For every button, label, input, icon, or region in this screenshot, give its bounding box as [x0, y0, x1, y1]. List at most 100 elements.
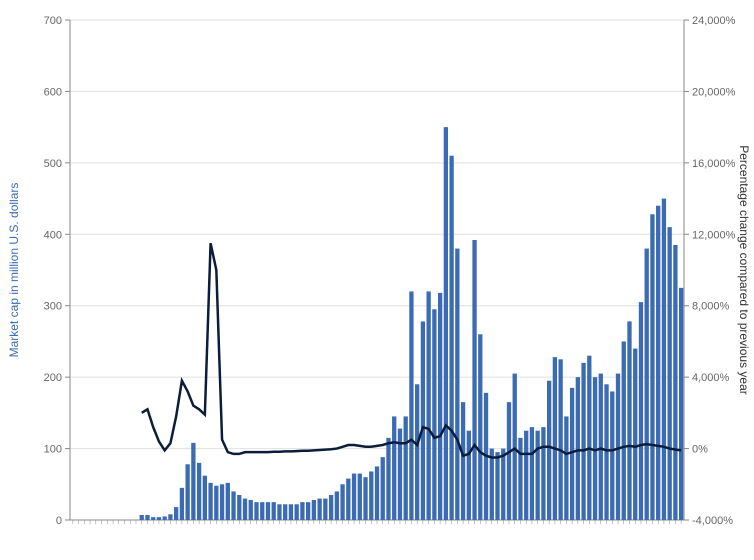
bar — [180, 488, 184, 520]
bar — [599, 374, 603, 520]
svg-text:600: 600 — [44, 86, 62, 98]
svg-text:24,000%: 24,000% — [692, 15, 736, 27]
y-left-label: Market cap in million U.S. dollars — [7, 183, 21, 358]
bar — [553, 357, 557, 520]
y-right-label: Percentage change compared to previous y… — [737, 145, 751, 395]
bar — [317, 499, 321, 520]
bar — [386, 438, 390, 520]
bar — [530, 427, 534, 520]
bar — [645, 249, 649, 520]
svg-text:16,000%: 16,000% — [692, 158, 736, 170]
svg-text:300: 300 — [44, 301, 62, 313]
bar — [340, 484, 344, 520]
svg-text:-4,000%: -4,000% — [692, 515, 733, 527]
bar — [329, 495, 333, 520]
bar — [421, 321, 425, 520]
bar — [564, 416, 568, 520]
svg-text:0%: 0% — [692, 444, 708, 456]
bar — [404, 416, 408, 520]
bar — [438, 293, 442, 520]
bar — [536, 431, 540, 520]
bar — [668, 227, 672, 520]
bar — [346, 479, 350, 520]
bar — [323, 499, 327, 520]
bar — [300, 502, 304, 520]
bar — [570, 388, 574, 520]
bar — [633, 349, 637, 520]
bar — [277, 504, 281, 520]
bar — [472, 240, 476, 520]
bar — [547, 381, 551, 520]
bar — [622, 341, 626, 520]
bar — [409, 291, 413, 520]
bar — [432, 309, 436, 520]
bar — [208, 483, 212, 520]
bar — [363, 477, 367, 520]
svg-text:100: 100 — [44, 444, 62, 456]
bar — [576, 377, 580, 520]
bar — [455, 249, 459, 520]
bar — [587, 356, 591, 520]
bar — [220, 484, 224, 520]
svg-text:700: 700 — [44, 15, 62, 27]
bar — [214, 486, 218, 520]
bar — [157, 517, 161, 520]
bar — [673, 245, 677, 520]
bar — [524, 431, 528, 520]
chart-svg: 0100200300400500600700-4,000%0%4,000%8,0… — [0, 0, 754, 560]
bar — [444, 127, 448, 520]
bar — [191, 443, 195, 520]
bar — [415, 384, 419, 520]
bar — [260, 502, 264, 520]
bar — [662, 199, 666, 520]
bar — [616, 374, 620, 520]
bar — [426, 291, 430, 520]
bar — [185, 464, 189, 520]
svg-text:400: 400 — [44, 229, 62, 241]
bar — [478, 334, 482, 520]
bar — [558, 359, 562, 520]
bar — [679, 288, 683, 520]
bar — [272, 502, 276, 520]
bar — [231, 491, 235, 520]
bar — [375, 466, 379, 520]
bar — [639, 302, 643, 520]
bar — [461, 402, 465, 520]
bar — [254, 502, 258, 520]
bar — [507, 402, 511, 520]
bar — [352, 474, 356, 520]
bar — [335, 491, 339, 520]
chart-container: 0100200300400500600700-4,000%0%4,000%8,0… — [0, 0, 754, 560]
bar — [381, 457, 385, 520]
bar — [518, 438, 522, 520]
bar — [312, 500, 316, 520]
bar — [289, 504, 293, 520]
bar — [656, 206, 660, 520]
svg-text:4,000%: 4,000% — [692, 372, 730, 384]
bar — [650, 214, 654, 520]
bar — [490, 449, 494, 520]
bar — [449, 156, 453, 520]
bar — [295, 504, 299, 520]
bar — [306, 502, 310, 520]
bar — [151, 517, 155, 520]
bar — [610, 391, 614, 520]
svg-text:200: 200 — [44, 372, 62, 384]
bar — [249, 500, 253, 520]
bar — [541, 427, 545, 520]
bar — [283, 504, 287, 520]
bar — [501, 449, 505, 520]
bar — [163, 516, 167, 520]
bar — [266, 502, 270, 520]
svg-text:500: 500 — [44, 158, 62, 170]
bar — [203, 476, 207, 520]
bar — [243, 499, 247, 520]
bar — [467, 431, 471, 520]
bar — [392, 416, 396, 520]
bar — [513, 374, 517, 520]
bar — [495, 452, 499, 520]
svg-text:12,000%: 12,000% — [692, 229, 736, 241]
svg-text:20,000%: 20,000% — [692, 86, 736, 98]
svg-text:0: 0 — [56, 515, 62, 527]
bar — [581, 363, 585, 520]
